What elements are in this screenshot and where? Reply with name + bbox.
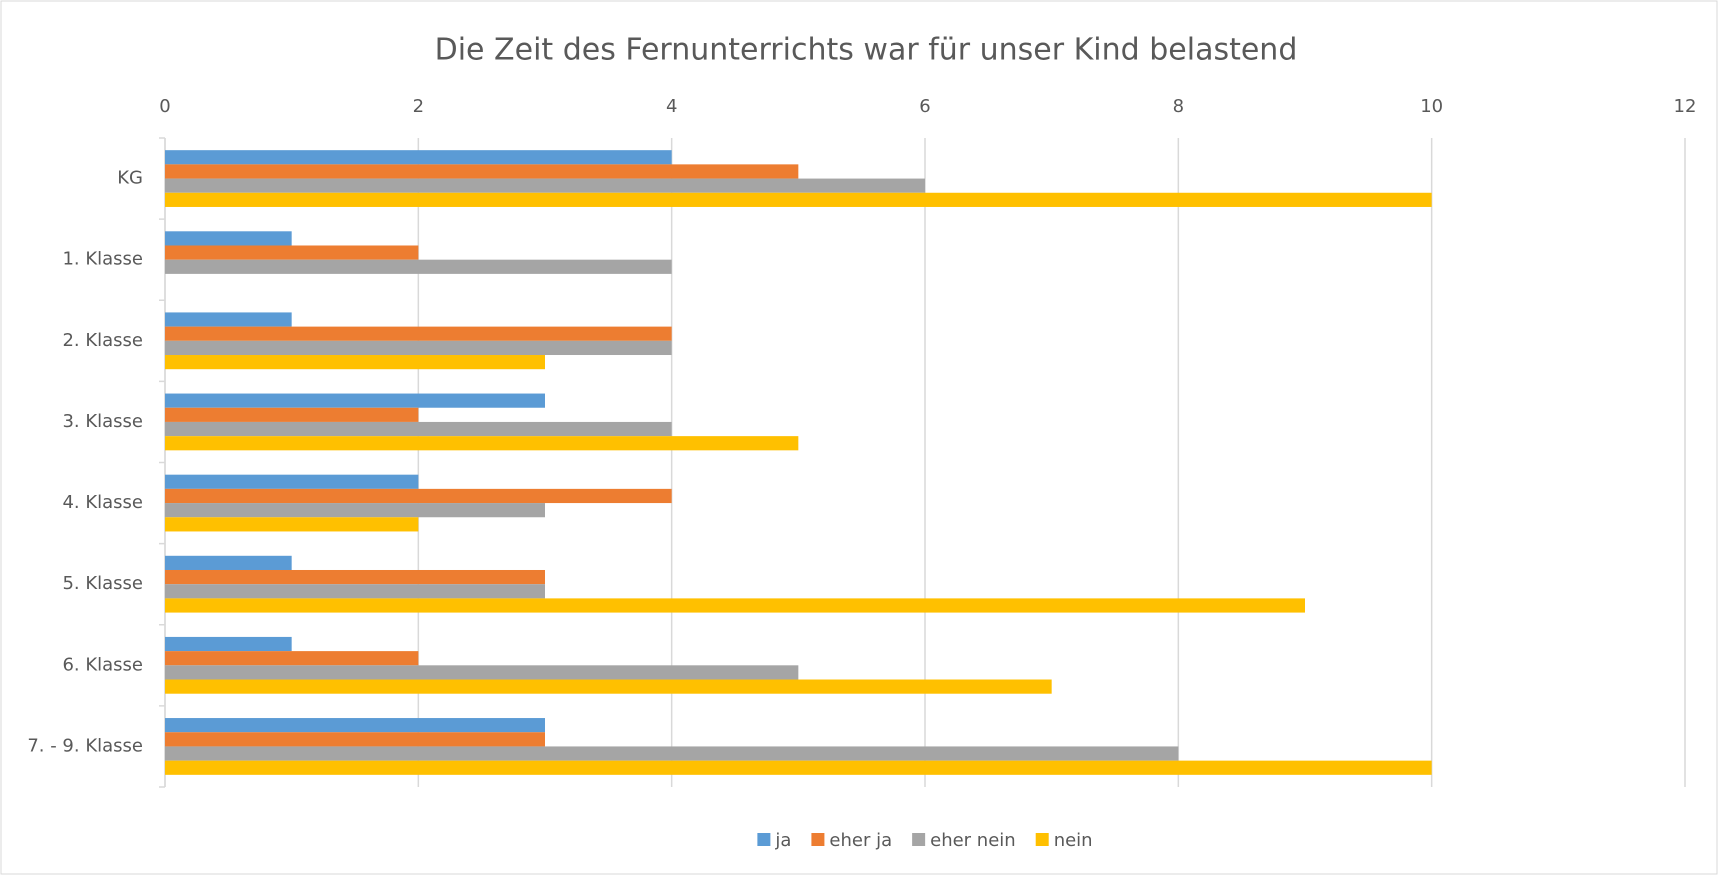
x-tick-label: 12 [1674,96,1697,117]
bar [165,488,672,504]
chart-title: Die Zeit des Fernunterrichts war für uns… [435,33,1298,68]
bar [165,326,672,341]
bar [165,436,799,451]
y-tick-label: 1. Klasse [62,249,143,270]
legend-swatch [1035,833,1049,846]
x-tick-label: 8 [1173,96,1184,117]
y-tick-label: 5. Klasse [62,573,143,594]
legend-label: eher ja [829,830,892,851]
bar [165,569,545,585]
legend-label: nein [1054,830,1093,851]
legend-swatch [912,833,926,846]
bar [165,598,1305,613]
bar [165,746,1179,761]
bar [165,150,672,165]
bar [165,192,1432,207]
bar [165,245,419,260]
legend-label: eher nein [930,830,1016,851]
bar [165,636,292,652]
bar [165,340,672,356]
y-tick-label: 2. Klasse [62,330,143,351]
legend-swatch [757,833,771,846]
bar [165,679,1052,694]
bar [165,760,1432,775]
y-tick-label: 3. Klasse [62,411,143,432]
bar [165,312,292,327]
bar [165,178,925,193]
bar [165,651,419,666]
x-tick-label: 6 [919,96,930,117]
bar [165,555,292,570]
bar [165,732,545,747]
x-tick-label: 10 [1420,96,1443,117]
bar [165,584,545,599]
bar [165,259,672,274]
x-tick-label: 2 [413,96,424,117]
bar [165,407,419,422]
y-tick-label: KG [117,168,143,189]
bar [165,231,292,246]
x-tick-label: 4 [666,96,677,117]
legend-swatch [811,833,825,846]
bar [165,474,419,489]
bar [165,665,799,680]
y-tick-label: 4. Klasse [62,492,143,513]
bar [165,393,545,408]
bar [165,503,545,518]
y-tick-label: 7. - 9. Klasse [27,735,143,756]
bar [165,421,672,437]
y-tick-label: 6. Klasse [62,654,143,675]
bar [165,355,545,370]
legend-label: ja [774,830,791,851]
bar [165,517,419,532]
bar [165,718,545,733]
x-tick-label: 0 [159,96,170,117]
bar [165,164,799,179]
